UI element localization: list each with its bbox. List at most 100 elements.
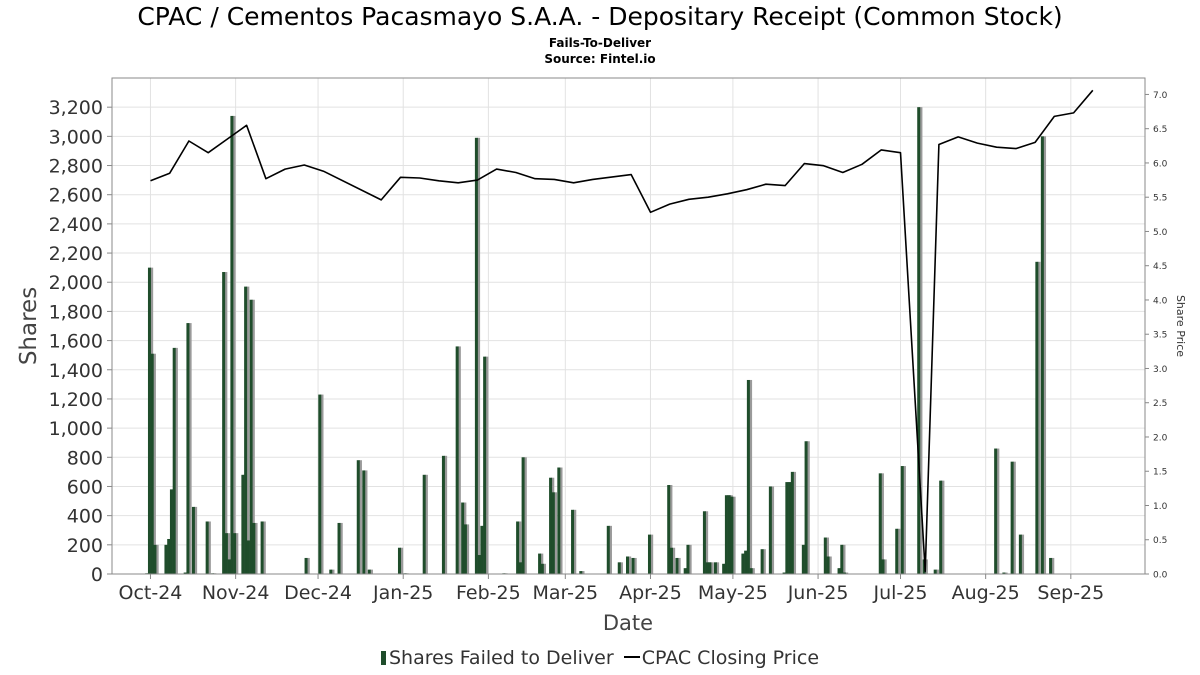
- ftd-bar: [480, 525, 484, 574]
- ftd-bar: [667, 485, 671, 574]
- y2-tick-label: 0.5: [1153, 536, 1167, 546]
- ftd-bar-shadow: [649, 534, 654, 574]
- ftd-bar: [900, 466, 904, 574]
- ftd-bar-shadow: [770, 486, 775, 574]
- ftd-bar-shadow: [581, 571, 585, 574]
- ftd-bar: [1002, 572, 1006, 574]
- x-tick-label: Jun-25: [787, 582, 849, 604]
- ftd-bar: [337, 522, 341, 574]
- ftd-bar-shadow: [919, 107, 923, 575]
- fails-to-deliver-bars: [145, 107, 1055, 575]
- ftd-bar-shadow: [542, 563, 547, 574]
- ftd-bar: [1018, 534, 1022, 574]
- ftd-bar: [768, 486, 772, 574]
- ftd-bar-shadow: [1012, 461, 1016, 574]
- ftd-bar: [483, 356, 487, 574]
- legend: Shares Failed to Deliver CPAC Closing Pr…: [0, 647, 1200, 669]
- legend-label-price: CPAC Closing Price: [641, 647, 820, 669]
- ftd-bar-shadow: [1051, 557, 1055, 574]
- ftd-bar: [939, 480, 943, 574]
- ftd-bar: [205, 521, 209, 574]
- ftd-bar: [843, 572, 847, 574]
- ftd-bar: [617, 562, 621, 574]
- y-tick-label: 3,200: [49, 97, 103, 119]
- ftd-bar: [516, 521, 520, 574]
- y2-tick-label: 6.5: [1153, 125, 1167, 135]
- y-tick-label: 0: [91, 564, 103, 586]
- ftd-bar: [727, 495, 731, 574]
- ftd-bar-shadow: [902, 466, 906, 574]
- x-tick-label: Mar-25: [532, 582, 598, 604]
- ftd-bar: [785, 482, 789, 574]
- legend-line-swatch: [623, 656, 640, 658]
- y-tick-label: 1,600: [49, 331, 103, 353]
- ftd-bar: [521, 457, 525, 574]
- ftd-bar: [230, 115, 234, 574]
- ftd-bar: [518, 562, 522, 574]
- closing-price-line-group: [150, 89, 1094, 573]
- ftd-bar-shadow: [1042, 136, 1047, 574]
- ftd-bar: [713, 562, 717, 574]
- y2-tick-label: 2.5: [1153, 399, 1167, 409]
- ftd-bar-shadow: [751, 568, 755, 574]
- y2-tick-label: 2.0: [1153, 433, 1168, 443]
- ftd-bar: [241, 474, 245, 574]
- ftd-bar: [749, 568, 753, 574]
- y-tick-label: 2,600: [49, 185, 103, 207]
- ftd-bar: [441, 455, 445, 574]
- y2-tick-label: 7.0: [1153, 91, 1168, 101]
- ftd-bar: [367, 569, 371, 574]
- ftd-bar-shadow: [339, 522, 343, 574]
- ftd-bar-shadow: [224, 272, 228, 574]
- ftd-bar-shadow: [792, 471, 797, 574]
- ftd-bar-shadow: [235, 533, 239, 574]
- ftd-bar: [1010, 461, 1014, 574]
- ftd-bar: [244, 286, 248, 574]
- ftd-bar-shadow: [518, 521, 522, 574]
- ftd-bar: [631, 557, 635, 574]
- ftd-bar: [705, 562, 709, 574]
- ftd-bar-shadow: [251, 299, 255, 574]
- ftd-bar: [246, 540, 250, 574]
- ftd-bar-shadow: [924, 559, 928, 574]
- ftd-bar-shadow: [369, 569, 373, 574]
- ftd-bar: [463, 524, 467, 574]
- ftd-bar: [362, 470, 366, 574]
- ftd-bar: [549, 477, 553, 574]
- ftd-bar: [804, 441, 808, 574]
- ftd-bar: [1049, 557, 1053, 574]
- y-tick-label: 1,400: [49, 360, 103, 382]
- ftd-bar-shadow: [619, 562, 623, 574]
- ftd-bar-shadow: [628, 556, 632, 574]
- ftd-bar-shadow: [254, 522, 258, 574]
- ftd-bar: [540, 563, 544, 574]
- ftd-bar: [788, 482, 792, 574]
- ftd-bar: [724, 495, 728, 574]
- ftd-bar: [782, 572, 786, 574]
- ftd-bar: [227, 559, 231, 574]
- ftd-bar: [744, 550, 748, 574]
- x-tick-label: Dec-24: [284, 582, 352, 604]
- closing-price-line: [150, 89, 1094, 573]
- ftd-bar: [191, 506, 195, 574]
- ftd-bar: [722, 563, 726, 574]
- y-tick-label: 2,200: [49, 243, 103, 265]
- ftd-bar: [606, 525, 610, 574]
- ftd-bar: [164, 544, 168, 574]
- y2-tick-label: 1.5: [1153, 468, 1167, 478]
- ftd-bar-shadow: [996, 448, 1000, 574]
- ftd-bar: [933, 569, 937, 574]
- ftd-bar: [186, 323, 190, 574]
- ftd-bar-shadow: [364, 470, 368, 574]
- y-tick-label: 400: [67, 506, 103, 528]
- ftd-bar-shadow: [246, 286, 250, 574]
- ftd-bar: [571, 509, 575, 574]
- ftd-bar: [329, 569, 333, 574]
- ftd-bar: [840, 544, 844, 574]
- ftd-bar-shadow: [1037, 261, 1041, 574]
- ftd-bar-shadow: [193, 506, 198, 574]
- legend-item-price: CPAC Closing Price: [623, 647, 820, 669]
- ftd-bar: [167, 538, 171, 574]
- ftd-bar: [826, 556, 830, 574]
- ftd-bar-shadow: [232, 115, 236, 574]
